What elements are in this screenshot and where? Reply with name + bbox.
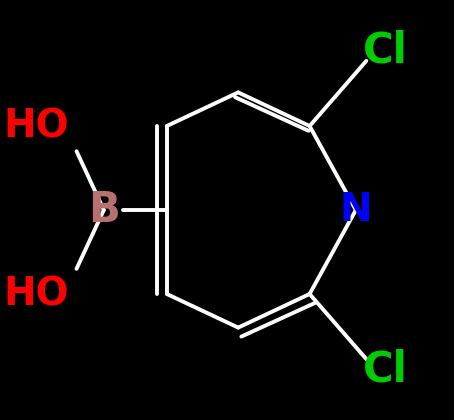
Text: B: B (88, 189, 120, 231)
Text: N: N (340, 191, 372, 229)
Text: Cl: Cl (363, 349, 408, 391)
Text: HO: HO (4, 275, 69, 313)
Text: HO: HO (4, 107, 69, 145)
Text: Cl: Cl (363, 29, 408, 71)
